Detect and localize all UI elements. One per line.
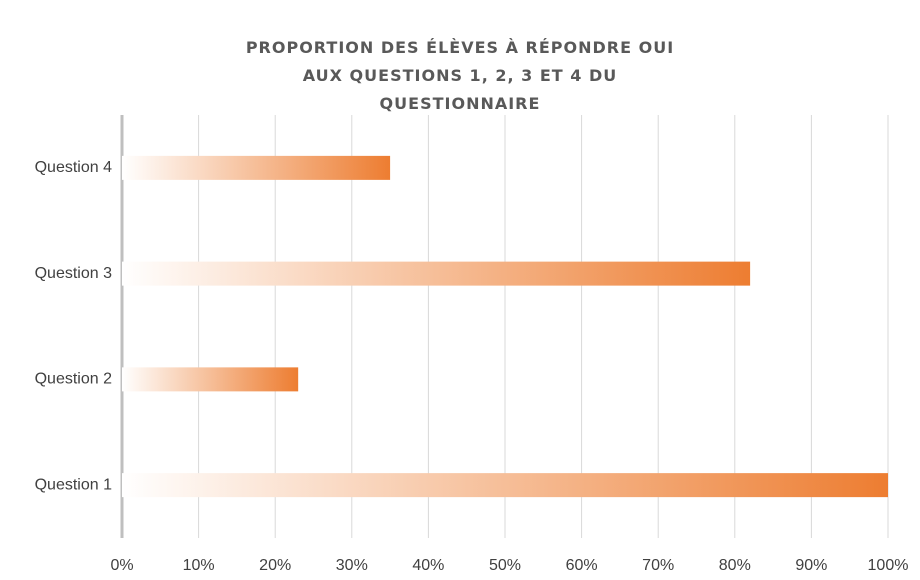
bar	[122, 367, 299, 392]
x-tick-label: 100%	[868, 557, 909, 574]
x-tick-label: 50%	[489, 557, 521, 574]
bar	[122, 261, 751, 286]
y-tick-label: Question 4	[35, 159, 112, 176]
x-tick-label: 80%	[719, 557, 751, 574]
bar	[122, 473, 888, 498]
x-tick-label: 30%	[336, 557, 368, 574]
bar	[122, 155, 391, 180]
y-tick-label: Question 1	[35, 476, 112, 493]
y-tick-label: Question 2	[35, 371, 112, 388]
x-tick-label: 90%	[795, 557, 827, 574]
x-tick-label: 0%	[110, 557, 133, 574]
x-tick-label: 60%	[566, 557, 598, 574]
y-tick-label: Question 3	[35, 265, 112, 282]
x-tick-label: 20%	[259, 557, 291, 574]
x-tick-label: 10%	[183, 557, 215, 574]
x-tick-label: 40%	[412, 557, 444, 574]
chart-title: PROPORTION DES ÉLÈVES À RÉPONDRE OUI AUX…	[245, 38, 675, 113]
x-tick-label: 70%	[642, 557, 674, 574]
